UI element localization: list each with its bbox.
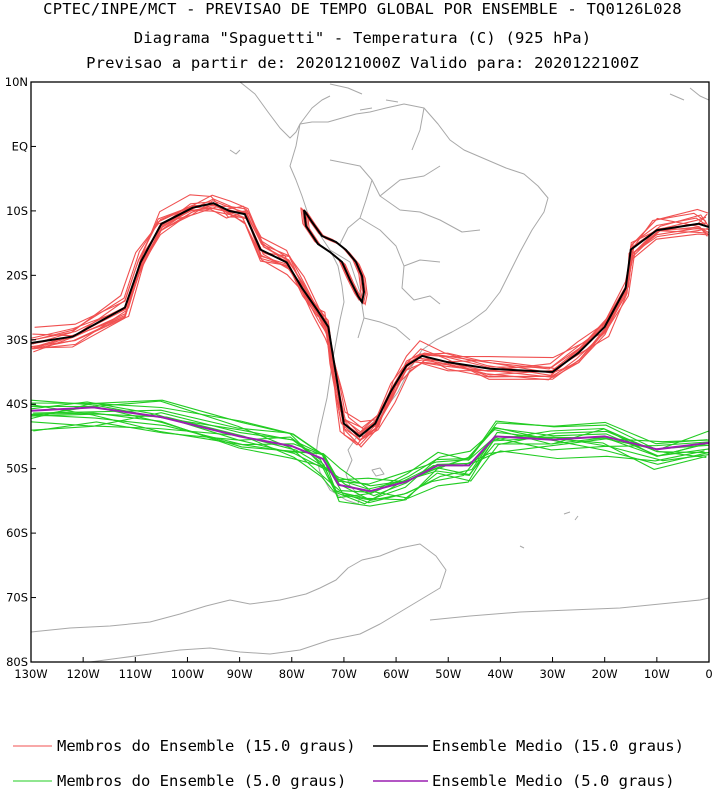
member-5-line <box>31 399 708 483</box>
antarctica-coast <box>31 543 709 662</box>
legend-mean-5-label: Ensemble Medio (5.0 graus) <box>432 772 675 790</box>
x-tick-label: 70W <box>331 667 357 681</box>
y-tick-label: 10N <box>5 75 28 89</box>
coastline-group <box>31 82 709 662</box>
x-tick-label: 100W <box>171 667 204 681</box>
falklands <box>371 467 385 477</box>
member-15-line <box>33 194 708 433</box>
plot-frame <box>30 81 710 663</box>
x-tick-label: 30W <box>540 667 566 681</box>
member-5-line <box>31 404 709 499</box>
x-tick-label: 50W <box>435 667 461 681</box>
y-tick-label: 40S <box>6 397 28 411</box>
x-tick-label: 10W <box>644 667 670 681</box>
south-georgia-islands <box>519 511 579 549</box>
title-line-1: CPTEC/INPE/MCT - PREVISAO DE TEMPO GLOBA… <box>43 0 682 18</box>
x-tick-label: 0 <box>705 667 712 681</box>
x-tick-label: 20W <box>592 667 618 681</box>
y-tick-label: 30S <box>6 333 28 347</box>
country-borders <box>329 107 481 341</box>
member-5-line <box>31 413 705 505</box>
caribbean-islands <box>229 83 399 155</box>
title-line-2: Diagrama "Spaguetti" - Temperatura (C) (… <box>133 29 592 47</box>
x-tick-label: 120W <box>66 667 99 681</box>
y-tick-label: 80S <box>6 655 28 669</box>
member-5-line <box>31 421 709 501</box>
member-15-line <box>31 204 709 423</box>
x-tick-label: 80W <box>279 667 305 681</box>
legend: Membros do Ensemble (15.0 graus) Ensembl… <box>13 737 684 790</box>
x-tick-label: 110W <box>119 667 152 681</box>
y-tick-label: 10S <box>6 204 28 218</box>
member-15-line <box>33 206 707 429</box>
y-tick-label: 20S <box>6 268 28 282</box>
member-15-line <box>31 204 709 441</box>
x-tick-label: 130W <box>14 667 47 681</box>
y-tick-label: 60S <box>6 526 28 540</box>
africa-coast-fragment <box>669 87 709 101</box>
legend-members-15-label: Membros do Ensemble (15.0 graus) <box>57 737 356 755</box>
legend-mean-15-label: Ensemble Medio (15.0 graus) <box>432 737 684 755</box>
member-15-line <box>34 194 706 438</box>
central-america-coast <box>239 82 331 139</box>
y-tick-label: EQ <box>12 139 28 153</box>
x-tick-label: 60W <box>383 667 409 681</box>
x-tick-label: 90W <box>227 667 253 681</box>
member-5-line <box>31 414 707 501</box>
member-15-line <box>32 206 707 430</box>
member-5-line <box>33 409 709 499</box>
y-tick-label: 50S <box>6 462 28 476</box>
x-tick-label: 40W <box>487 667 513 681</box>
map-plot-area <box>31 82 709 662</box>
y-axis: 10N EQ 10S 20S 30S 40S 50S 60S 70S 80S <box>5 75 36 669</box>
y-tick-label: 70S <box>6 591 28 605</box>
x-axis: 130W 120W 110W 100W 90W 80W 70W 60W 50W 40W 30W 20W… <box>14 657 713 681</box>
member-5-line <box>31 412 709 507</box>
legend-members-5-label: Membros do Ensemble (5.0 graus) <box>57 772 346 790</box>
ensemble-mean-15-line <box>31 202 709 438</box>
title-line-3: Previsao a partir de: 2020121000Z Valido… <box>86 54 639 72</box>
ensemble-mean-15-andes-loop <box>303 209 366 305</box>
members-5-group <box>31 399 709 507</box>
member-5-line <box>31 399 709 485</box>
ensemble-mean-5-line <box>31 406 709 493</box>
